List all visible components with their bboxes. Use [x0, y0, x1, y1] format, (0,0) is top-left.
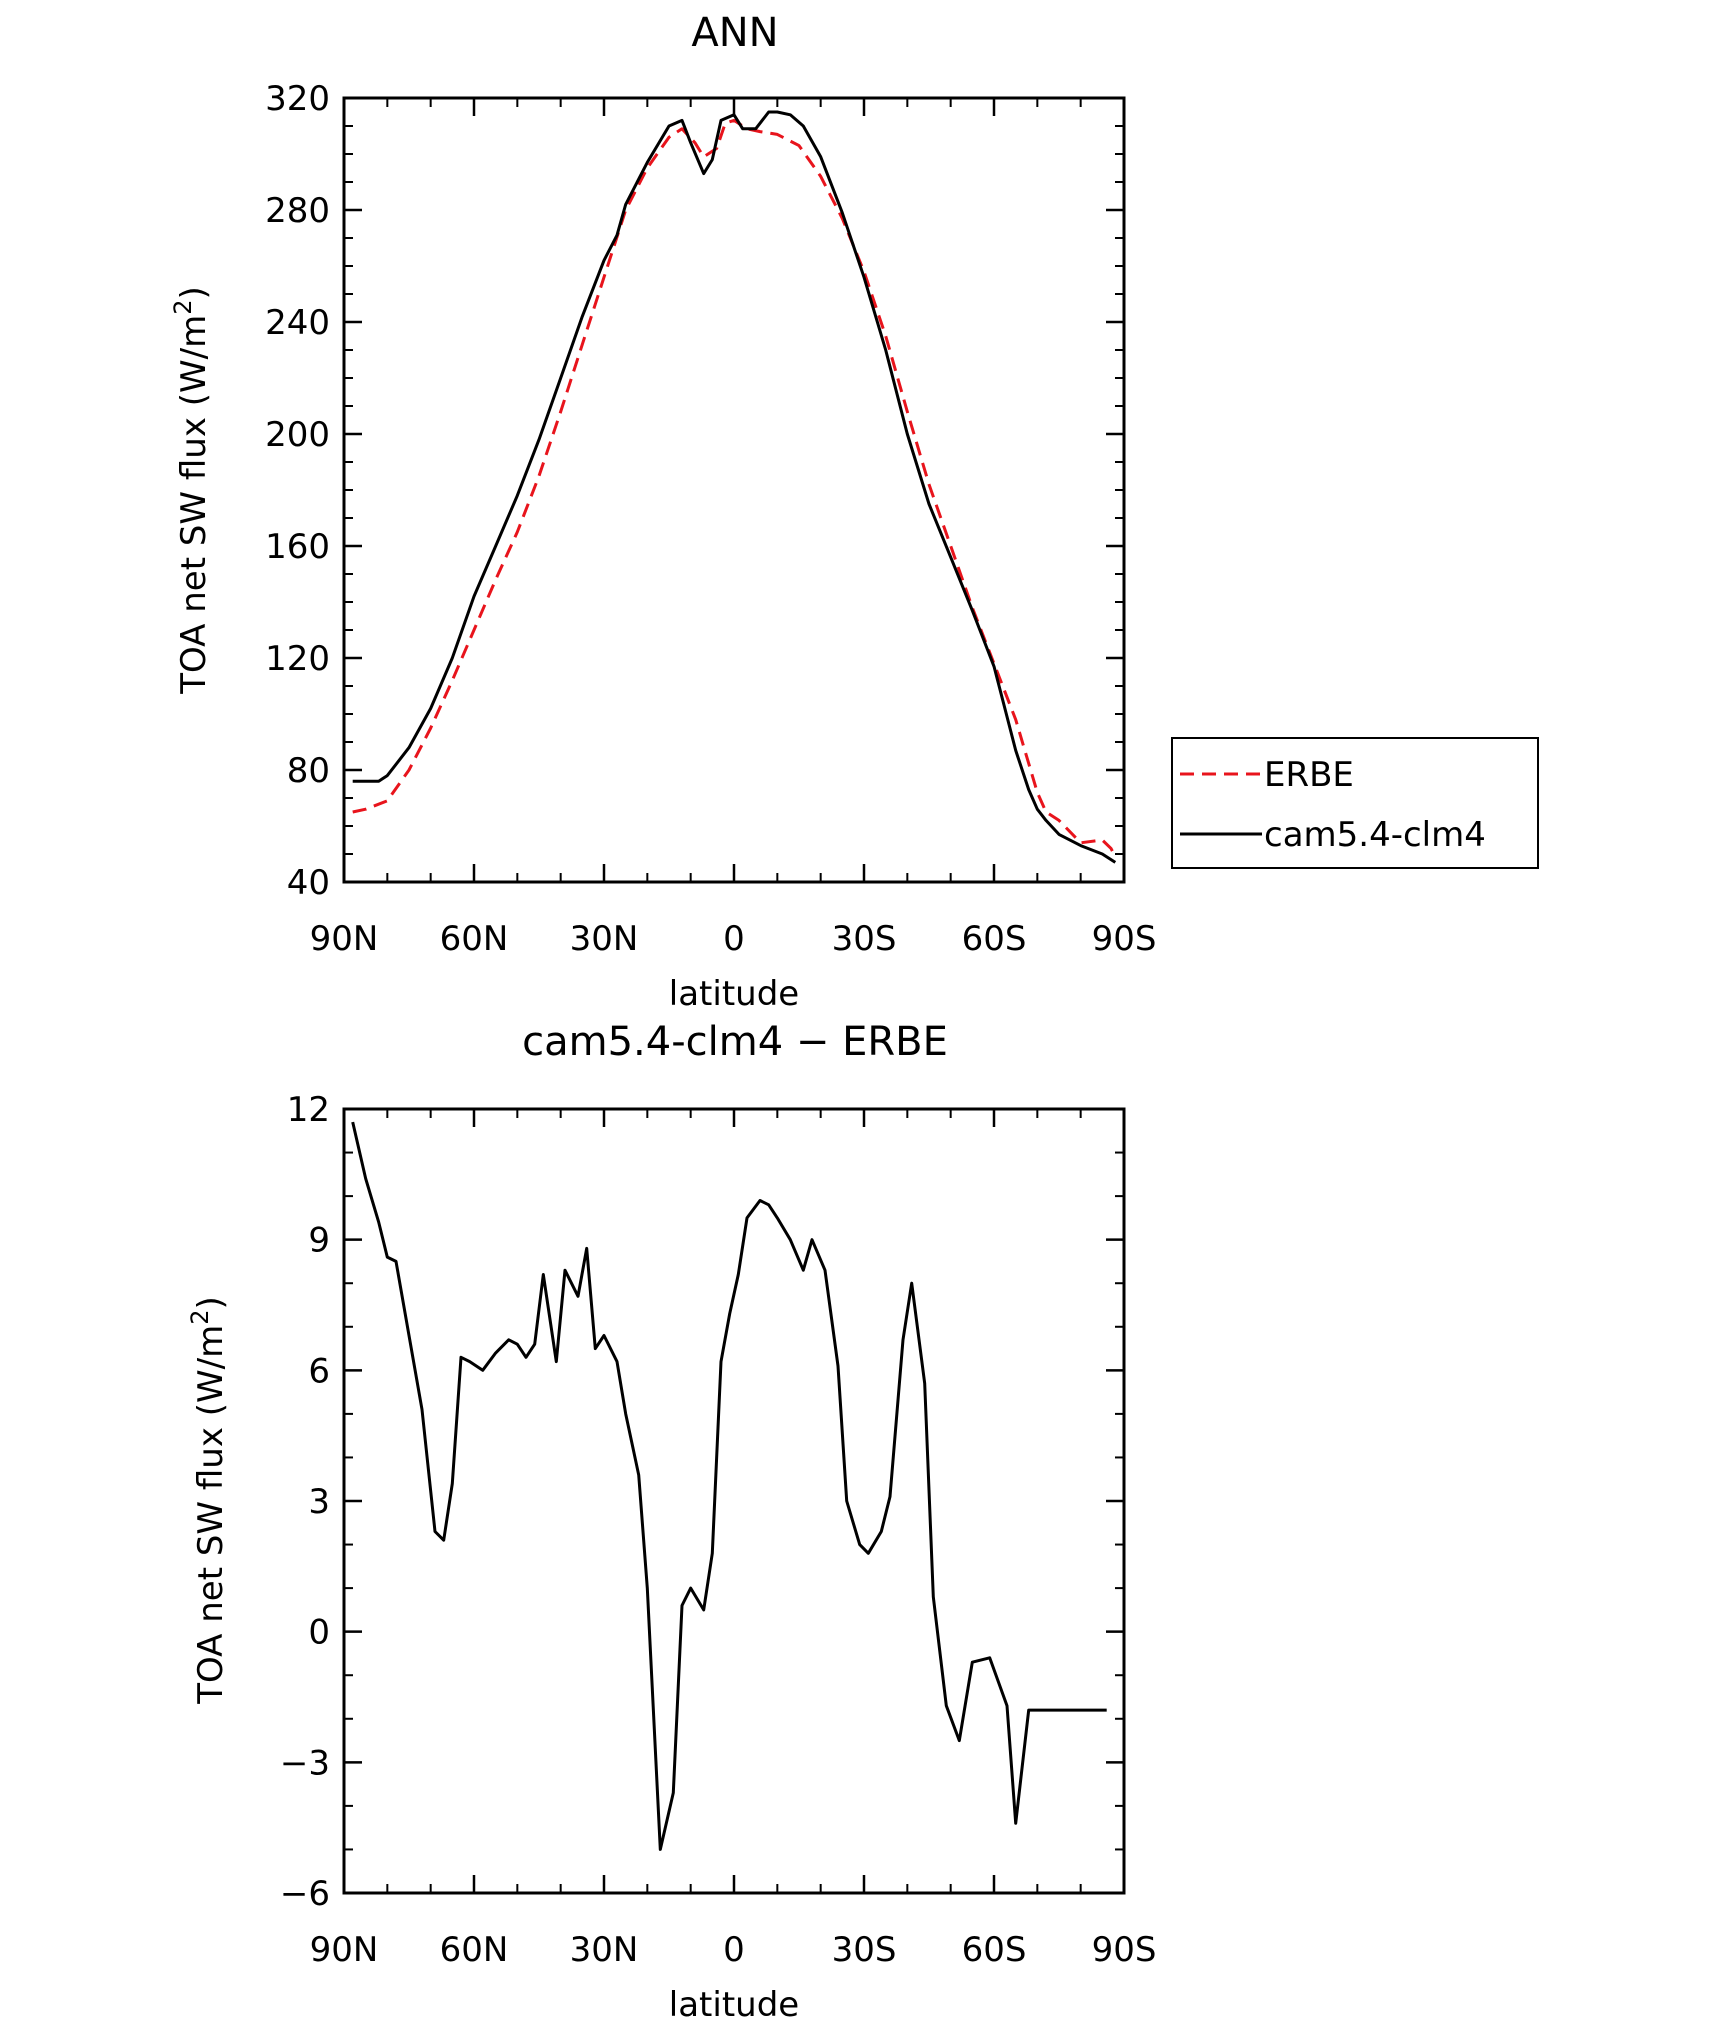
- y-tick-label: 320: [265, 79, 330, 119]
- top-x-axis-label: latitude: [669, 974, 799, 1014]
- legend-model-label: cam5.4-clm4: [1264, 815, 1486, 855]
- y-tick-label: 240: [265, 303, 330, 343]
- legend-erbe-label: ERBE: [1264, 755, 1354, 795]
- x-tick-label: 60S: [962, 919, 1027, 959]
- bottom-ticks: [342, 1107, 1126, 1895]
- erbe-line: [352, 118, 1117, 858]
- bottom-x-axis-label: latitude: [669, 1985, 799, 2021]
- y-tick-label: −3: [280, 1743, 330, 1783]
- x-tick-label: 90S: [1092, 1930, 1157, 1970]
- top-panel: ANN 40 80 120 160 200 240 280 320 90N 60N 30N 0 30S 6…: [169, 10, 1539, 1014]
- y-tick-label: 80: [287, 751, 330, 791]
- top-title: ANN: [691, 10, 778, 56]
- top-series-lines: [352, 110, 1117, 864]
- x-tick-label: 90N: [310, 1930, 379, 1970]
- y-tick-label: 160: [265, 527, 330, 567]
- x-tick-label: 30S: [832, 1930, 897, 1970]
- y-tick-label: 200: [265, 415, 330, 455]
- x-tick-label: 0: [723, 919, 745, 959]
- x-tick-label: 90N: [310, 919, 379, 959]
- bottom-plot-frame: [342, 1107, 1126, 1895]
- y-tick-label: 9: [308, 1221, 330, 1261]
- x-tick-label: 30N: [570, 1930, 639, 1970]
- difference-line: [351, 1121, 1107, 1851]
- cam5-4-clm4-line: [352, 110, 1117, 864]
- y-tick-label: −6: [280, 1874, 330, 1914]
- legend-box: [1171, 737, 1539, 869]
- bottom-series-lines: [351, 1121, 1107, 1851]
- y-tick-label: 0: [308, 1613, 330, 1653]
- x-tick-label: 90S: [1092, 919, 1157, 959]
- x-tick-label: 60N: [440, 919, 509, 959]
- bottom-y-axis-label: TOA net SW flux (W/m2): [186, 1296, 231, 1705]
- x-tick-label: 30S: [832, 919, 897, 959]
- y-tick-label: 280: [265, 191, 330, 231]
- x-tick-label: 0: [723, 1930, 745, 1970]
- y-tick-label: 120: [265, 639, 330, 679]
- y-tick-label: 3: [308, 1482, 330, 1522]
- x-tick-label: 60N: [440, 1930, 509, 1970]
- y-tick-label: 40: [287, 863, 330, 903]
- top-plot-frame: [342, 96, 1126, 884]
- top-ticks: [342, 96, 1126, 884]
- top-tick-labels: 40 80 120 160 200 240 280 320 90N 60N 30N 0 30S 60S 90…: [265, 79, 1156, 959]
- bottom-tick-labels: −6 −3 0 3 6 9 12 90N 60N 30N 0 30S 60S 90S: [280, 1090, 1157, 1970]
- y-tick-label: 12: [287, 1090, 330, 1130]
- x-tick-label: 60S: [962, 1930, 1027, 1970]
- bottom-panel: cam5.4-clm4 − ERBE −6 −3 0 3 6 9 12 90N 60N 30N 0 3…: [186, 1019, 1156, 2021]
- top-y-axis-label: TOA net SW flux (W/m2): [169, 286, 214, 695]
- bottom-title: cam5.4-clm4 − ERBE: [522, 1019, 948, 1065]
- y-tick-label: 6: [308, 1351, 330, 1391]
- x-tick-label: 30N: [570, 919, 639, 959]
- legend: ERBE cam5.4-clm4: [1171, 737, 1539, 869]
